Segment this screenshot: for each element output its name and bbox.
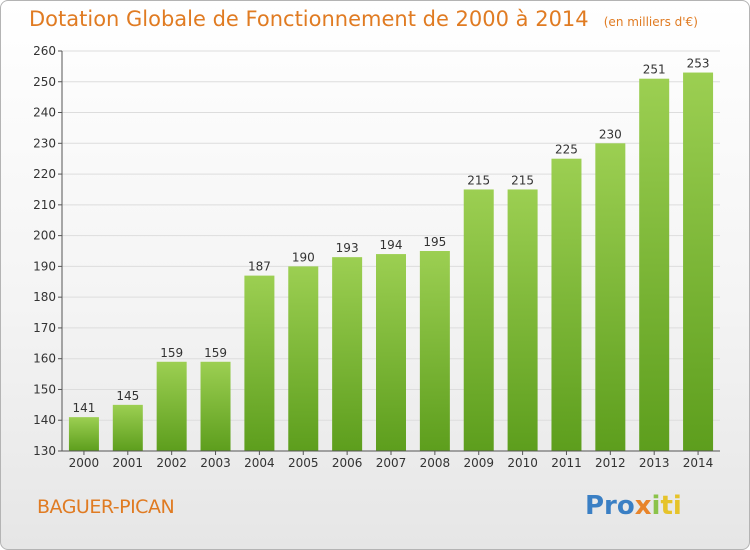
y-tick-label: 170 [33, 321, 56, 335]
data-label-2010: 215 [511, 173, 534, 187]
data-label-2012: 230 [599, 127, 622, 141]
bar-2006 [332, 257, 363, 451]
bar-2010 [507, 189, 538, 451]
x-tick-label-2010: 2010 [507, 456, 538, 470]
y-tick-label: 180 [33, 290, 56, 304]
y-tick-label: 130 [33, 444, 56, 458]
x-tick-label-2013: 2013 [639, 456, 670, 470]
data-label-2001: 145 [116, 389, 139, 403]
bar-2003 [200, 361, 231, 451]
logo-part-4: ti [660, 491, 682, 521]
data-label-2003: 159 [204, 346, 227, 360]
bar-2012 [595, 143, 626, 452]
y-tick-label: 210 [33, 198, 56, 212]
logo-part-3: i [651, 491, 661, 521]
bars [68, 72, 714, 452]
y-tick-label: 200 [33, 229, 56, 243]
data-label-2004: 187 [248, 260, 271, 274]
data-labels: 141 145 159 159 187 190 193 194 195 215 215 225 230 2… [72, 57, 709, 416]
chart-title: Dotation Globale de Fonctionnement de 20… [29, 7, 698, 31]
x-tick-label-2014: 2014 [683, 456, 714, 470]
data-label-2009: 215 [467, 173, 490, 187]
bar-2014 [683, 72, 714, 452]
y-tick-label: 240 [33, 106, 56, 120]
x-tick-label-2002: 2002 [156, 456, 187, 470]
data-label-2014: 253 [687, 57, 710, 71]
data-label-2006: 193 [336, 241, 359, 255]
bar-2002 [156, 361, 187, 451]
data-label-2000: 141 [72, 401, 95, 415]
x-tick-label-2005: 2005 [288, 456, 319, 470]
bar-2011 [551, 158, 582, 451]
commune-name: BAGUER-PICAN [37, 496, 175, 518]
x-tick-label-2004: 2004 [244, 456, 275, 470]
x-tick-label-2001: 2001 [113, 456, 144, 470]
bar-2013 [639, 78, 670, 451]
logo-part-1: Pro [585, 491, 635, 521]
x-tick-label-2000: 2000 [69, 456, 100, 470]
bar-2009 [463, 189, 494, 451]
bar-2000 [68, 417, 99, 451]
bar-2008 [419, 251, 450, 451]
x-tick-label-2007: 2007 [376, 456, 407, 470]
x-tick-label-2009: 2009 [463, 456, 494, 470]
x-tick-label-2003: 2003 [200, 456, 231, 470]
y-tick-label: 160 [33, 352, 56, 366]
logo-part-2: x [634, 491, 652, 521]
x-tick-label-2011: 2011 [551, 456, 582, 470]
data-label-2008: 195 [423, 235, 446, 249]
chart-title-main: Dotation Globale de Fonctionnement de 20… [29, 7, 589, 31]
y-tick-label: 150 [33, 382, 56, 396]
data-label-2007: 194 [380, 238, 403, 252]
y-tick-label: 140 [33, 413, 56, 427]
bar-2007 [376, 254, 406, 451]
data-label-2005: 190 [292, 250, 315, 264]
bar-2001 [112, 404, 143, 451]
y-tick-label: 190 [33, 259, 56, 273]
proxiti-logo[interactable]: Proxiti [585, 491, 682, 521]
x-axis: 2000 2001 2002 2003 2004 2005 2006 2007 2008 2009… [62, 450, 720, 470]
y-tick-label: 220 [33, 167, 56, 181]
data-label-2011: 225 [555, 143, 578, 157]
y-tick-label: 260 [33, 44, 56, 58]
x-tick-label-2006: 2006 [332, 456, 363, 470]
data-label-2013: 251 [643, 63, 666, 77]
x-tick-label-2008: 2008 [420, 456, 451, 470]
bar-2004 [244, 275, 275, 451]
bar-2005 [288, 266, 319, 451]
y-axis: 130 140 150 160 170 180 190 200 210 220 230 240 250 2… [33, 44, 63, 458]
y-tick-label: 230 [33, 136, 56, 150]
chart-title-unit: (en milliers d'€) [603, 15, 698, 29]
y-tick-label: 250 [33, 75, 56, 89]
data-label-2002: 159 [160, 346, 183, 360]
x-tick-label-2012: 2012 [595, 456, 626, 470]
